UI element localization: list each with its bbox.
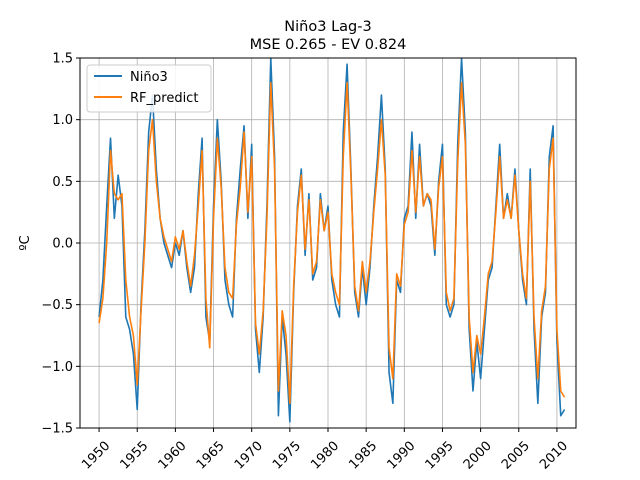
y-tick-label: 1.5: [52, 52, 73, 67]
y-tick-label: 0.0: [52, 237, 73, 252]
y-tick-label: −1.5: [41, 422, 73, 437]
chart-subtitle: MSE 0.265 - EV 0.824: [250, 37, 407, 53]
chart-title: Niño3 Lag-3: [284, 19, 371, 35]
plot-lines: [98, 58, 566, 423]
y-axis: −1.5 −1.0 −0.5 0.0 0.5 1.0 1.5: [41, 52, 80, 437]
series-line-rf-predict: [98, 81, 566, 405]
legend-label-nino3: Niño3: [130, 70, 168, 85]
y-axis-label: ºC: [18, 235, 33, 250]
y-tick-label: 0.5: [52, 175, 73, 190]
y-tick-label: 1.0: [52, 113, 73, 128]
legend-label-rf-predict: RF_predict: [130, 91, 198, 106]
legend: Niño3 RF_predict: [86, 64, 212, 113]
y-tick-label: −1.0: [41, 360, 73, 375]
y-tick-label: −0.5: [41, 298, 73, 313]
